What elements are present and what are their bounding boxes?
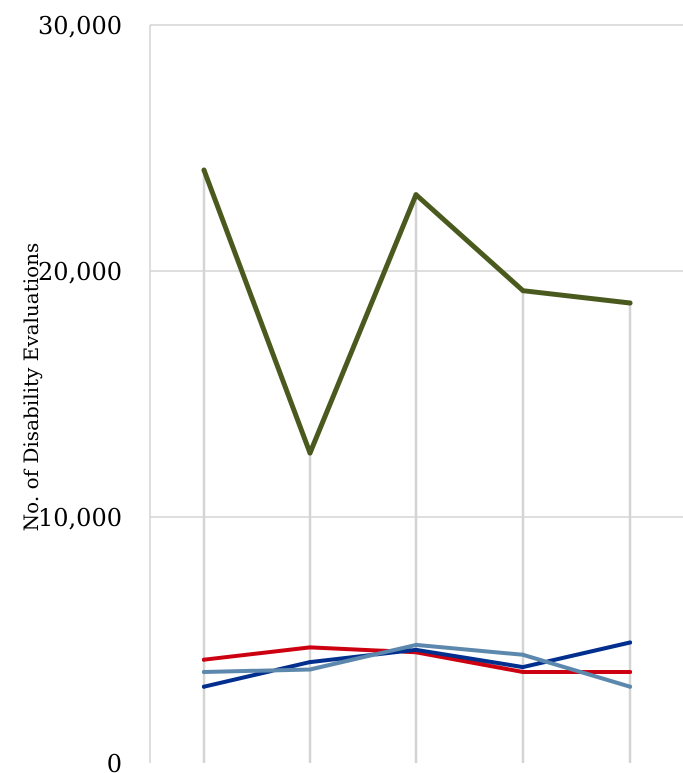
series-1-point-1 (201, 167, 207, 173)
y-axis-title: No. of Disability Evaluations (19, 243, 43, 532)
series-1-point-3 (413, 192, 419, 198)
y-axis-ticks: 0 10,000 20,000 30,000 (38, 12, 122, 773)
series-3-point-3 (414, 647, 418, 652)
gridlines (149, 24, 683, 763)
y-tick-label-0: 0 (107, 750, 122, 773)
series-2-point-1 (202, 657, 206, 662)
series-4-point-5 (628, 684, 632, 689)
series-3-point-5 (628, 640, 632, 645)
series-4-point-2 (308, 667, 312, 672)
series-4-point-1 (202, 670, 206, 674)
series-3-point-1 (202, 684, 206, 689)
y-tick-label-2: 20,000 (38, 258, 122, 286)
series-lines (201, 167, 633, 689)
y-tick-label-3: 30,000 (38, 12, 122, 40)
y-tick-label-1: 10,000 (38, 504, 122, 532)
series-3-point-2 (308, 660, 312, 665)
series-1-point-2 (307, 450, 313, 456)
series-2-point-4 (521, 670, 525, 674)
series-4-point-4 (521, 652, 525, 657)
series-1-point-5 (627, 300, 633, 306)
series-1-point-4 (520, 288, 526, 294)
series-2-point-5 (628, 670, 632, 674)
series-3-point-4 (521, 665, 525, 670)
series-2-point-2 (308, 645, 312, 650)
series-4-point-3 (414, 642, 418, 647)
